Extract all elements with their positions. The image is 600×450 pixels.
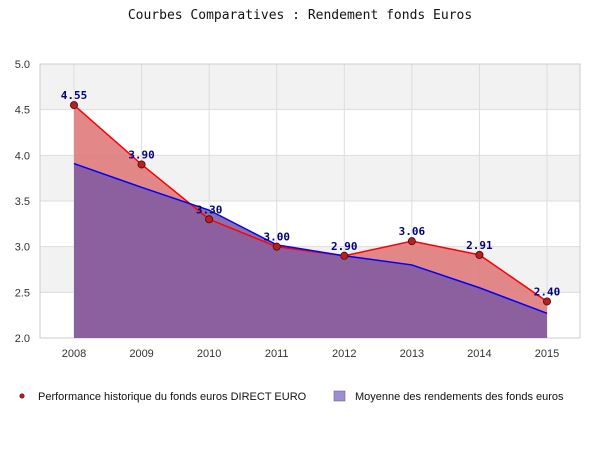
data-label: 2.40 xyxy=(534,285,561,298)
series-markers xyxy=(70,101,552,306)
legend-label-series-1: Performance historique du fonds euros DI… xyxy=(38,391,307,403)
data-point-marker xyxy=(407,237,416,246)
series-2-line xyxy=(73,162,548,315)
data-label: 2.91 xyxy=(466,239,493,252)
legend-marker-series-1 xyxy=(19,393,25,399)
x-tick-label: 2012 xyxy=(332,348,356,360)
data-label: 4.55 xyxy=(61,89,88,102)
data-point-marker xyxy=(543,297,552,306)
x-tick-label: 2008 xyxy=(62,348,86,360)
x-tick-label: 2009 xyxy=(129,348,153,360)
y-tick-label: 4.5 xyxy=(15,105,30,117)
y-tick-label: 3.0 xyxy=(15,242,30,254)
data-label: 2.90 xyxy=(331,240,358,253)
series-1-line xyxy=(73,104,548,303)
data-point-marker xyxy=(205,215,214,224)
y-axis-ticks: 2.0 2.5 3.0 3.5 4.0 4.5 5.0 xyxy=(15,59,30,345)
x-tick-label: 2010 xyxy=(197,348,221,360)
data-label: 3.90 xyxy=(128,148,155,161)
legend: Performance historique du fonds euros DI… xyxy=(19,390,564,403)
legend-label-series-2: Moyenne des rendements des fonds euros xyxy=(355,391,564,403)
data-point-marker xyxy=(70,101,79,110)
x-axis-ticks: 2008 2009 2010 2011 2012 2013 2014 2015 xyxy=(62,348,559,360)
data-label: 3.06 xyxy=(399,225,426,238)
x-tick-label: 2011 xyxy=(265,348,289,360)
x-tick-label: 2015 xyxy=(535,348,559,360)
y-tick-label: 2.0 xyxy=(15,333,30,345)
data-point-marker xyxy=(340,251,349,260)
data-point-marker xyxy=(272,242,281,251)
y-tick-label: 2.5 xyxy=(15,287,30,299)
chart-title: Courbes Comparatives : Rendement fonds E… xyxy=(128,8,472,23)
x-tick-label: 2014 xyxy=(467,348,491,360)
y-tick-label: 3.5 xyxy=(15,196,30,208)
data-point-marker xyxy=(137,160,146,169)
data-label: 3.00 xyxy=(263,231,290,244)
y-tick-label: 4.0 xyxy=(15,150,30,162)
grid-band xyxy=(40,64,580,110)
data-labels: 4.55 3.90 3.30 3.00 2.90 3.06 2.91 2.40 xyxy=(61,89,561,298)
legend-swatch-series-2 xyxy=(333,390,346,402)
y-tick-label: 5.0 xyxy=(15,59,30,71)
x-tick-label: 2013 xyxy=(400,348,424,360)
series-lines xyxy=(73,104,548,315)
data-label: 3.30 xyxy=(196,203,223,216)
data-point-marker xyxy=(475,250,484,259)
